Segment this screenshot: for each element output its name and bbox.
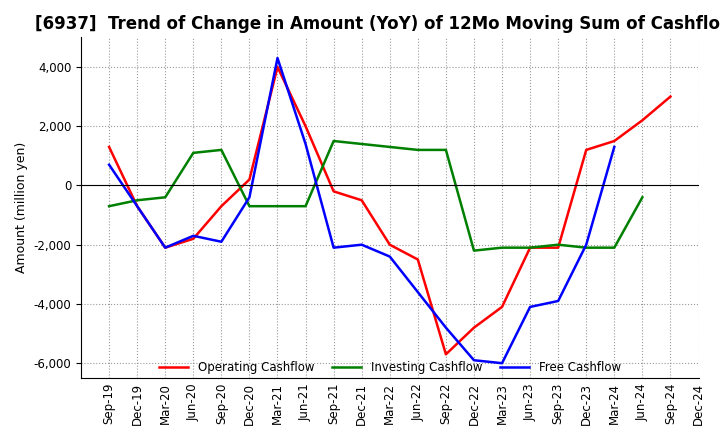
Operating Cashflow [582, 147, 590, 153]
Operating Cashflow [357, 198, 366, 203]
Title: [6937]  Trend of Change in Amount (YoY) of 12Mo Moving Sum of Cashflows: [6937] Trend of Change in Amount (YoY) o… [35, 15, 720, 33]
Investing Cashflow [301, 204, 310, 209]
Free Cashflow [498, 360, 506, 366]
Investing Cashflow [273, 204, 282, 209]
Operating Cashflow [133, 204, 142, 209]
Free Cashflow [385, 254, 394, 259]
Operating Cashflow [273, 64, 282, 70]
Investing Cashflow [189, 150, 197, 155]
Investing Cashflow [105, 204, 114, 209]
Operating Cashflow [161, 245, 169, 250]
Investing Cashflow [385, 144, 394, 150]
Free Cashflow [161, 245, 169, 250]
Investing Cashflow [413, 147, 422, 153]
Free Cashflow [441, 325, 450, 330]
Operating Cashflow [245, 177, 253, 182]
Free Cashflow [554, 298, 562, 304]
Investing Cashflow [357, 141, 366, 147]
Investing Cashflow [638, 194, 647, 200]
Operating Cashflow [638, 117, 647, 123]
Operating Cashflow [217, 204, 225, 209]
Operating Cashflow [301, 124, 310, 129]
Investing Cashflow [582, 245, 590, 250]
Investing Cashflow [133, 198, 142, 203]
Investing Cashflow [498, 245, 506, 250]
Operating Cashflow [329, 189, 338, 194]
Operating Cashflow [441, 352, 450, 357]
Operating Cashflow [469, 325, 478, 330]
Line: Operating Cashflow: Operating Cashflow [109, 67, 670, 354]
Operating Cashflow [666, 94, 675, 99]
Free Cashflow [245, 194, 253, 200]
Investing Cashflow [161, 194, 169, 200]
Free Cashflow [413, 290, 422, 295]
Investing Cashflow [217, 147, 225, 153]
Legend: Operating Cashflow, Investing Cashflow, Free Cashflow: Operating Cashflow, Investing Cashflow, … [154, 356, 626, 379]
Operating Cashflow [554, 245, 562, 250]
Free Cashflow [610, 144, 618, 150]
Line: Investing Cashflow: Investing Cashflow [109, 141, 642, 251]
Free Cashflow [217, 239, 225, 244]
Free Cashflow [189, 233, 197, 238]
Free Cashflow [526, 304, 534, 310]
Free Cashflow [301, 141, 310, 147]
Operating Cashflow [105, 144, 114, 150]
Free Cashflow [105, 162, 114, 167]
Free Cashflow [357, 242, 366, 247]
Investing Cashflow [469, 248, 478, 253]
Operating Cashflow [385, 242, 394, 247]
Y-axis label: Amount (million yen): Amount (million yen) [15, 142, 28, 273]
Free Cashflow [469, 358, 478, 363]
Investing Cashflow [441, 147, 450, 153]
Operating Cashflow [413, 257, 422, 262]
Free Cashflow [582, 242, 590, 247]
Investing Cashflow [329, 138, 338, 143]
Investing Cashflow [610, 245, 618, 250]
Operating Cashflow [189, 236, 197, 242]
Free Cashflow [273, 55, 282, 61]
Line: Free Cashflow: Free Cashflow [109, 58, 614, 363]
Operating Cashflow [498, 304, 506, 310]
Investing Cashflow [526, 245, 534, 250]
Investing Cashflow [245, 204, 253, 209]
Operating Cashflow [526, 245, 534, 250]
Investing Cashflow [554, 242, 562, 247]
Operating Cashflow [610, 138, 618, 143]
Free Cashflow [329, 245, 338, 250]
Free Cashflow [133, 204, 142, 209]
